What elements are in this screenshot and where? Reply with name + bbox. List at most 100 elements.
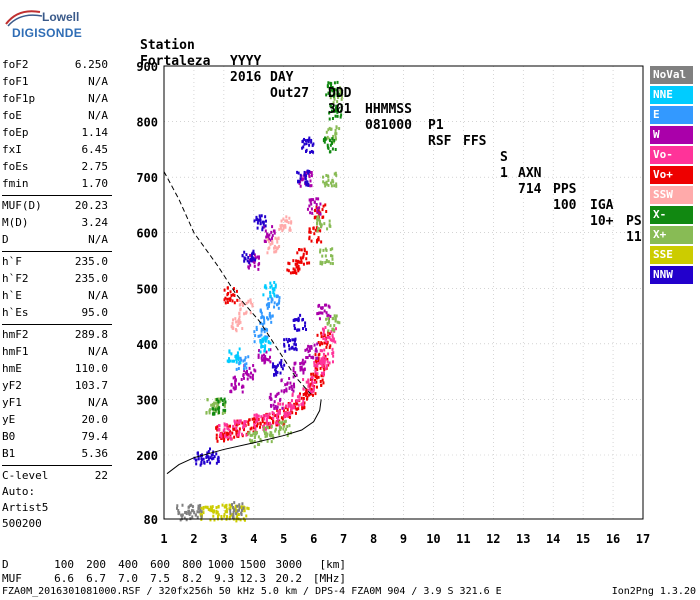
echo-point — [239, 303, 242, 307]
echo-point — [301, 358, 304, 362]
echo-point — [309, 150, 312, 154]
echo-point — [319, 222, 322, 226]
echo-point — [304, 177, 307, 181]
echo-point — [261, 354, 264, 358]
echo-point — [262, 328, 265, 332]
echo-point — [324, 354, 327, 358]
echo-point — [329, 143, 332, 147]
echo-point — [273, 406, 276, 410]
echo-point — [339, 86, 342, 90]
param-value: 1.14 — [81, 126, 109, 139]
echo-point — [265, 419, 268, 423]
echo-point — [235, 516, 238, 520]
header-val-axn: 714 — [518, 182, 542, 197]
echo-point — [237, 513, 240, 517]
echo-point — [325, 173, 328, 177]
header-row-2: Fortaleza 2016 Out27 301 081000 RSF 1 71… — [140, 38, 642, 262]
echo-point — [256, 221, 259, 225]
echo-point — [298, 180, 301, 184]
echo-point — [296, 318, 299, 322]
echo-point — [249, 433, 252, 437]
echo-point — [263, 330, 266, 334]
echo-point — [245, 371, 248, 375]
echo-point — [280, 421, 283, 425]
echo-point — [270, 440, 273, 444]
echo-point — [331, 262, 334, 266]
echo-point — [328, 305, 331, 309]
echo-point — [229, 511, 232, 515]
echo-point — [230, 389, 233, 393]
echo-point — [262, 353, 265, 357]
echo-point — [330, 140, 333, 144]
logo-line-1: Lowell — [42, 10, 80, 24]
echo-point — [250, 301, 253, 305]
echo-point — [316, 206, 319, 210]
header-col-ps: PS — [626, 214, 642, 229]
echo-point — [311, 378, 314, 382]
echo-point — [254, 369, 257, 373]
echo-point — [212, 456, 215, 460]
echo-point — [264, 215, 267, 219]
y-tick-label: 300 — [136, 393, 158, 407]
echo-point — [314, 349, 317, 353]
echo-point — [248, 418, 251, 422]
echo-point — [325, 182, 328, 186]
echo-point — [334, 128, 337, 132]
echo-point — [197, 504, 200, 508]
echo-point — [257, 334, 260, 338]
echo-point — [213, 401, 216, 405]
header-val-iga: 10+ — [590, 214, 614, 229]
echo-point — [185, 510, 188, 514]
echo-point — [333, 324, 336, 328]
echo-point — [243, 509, 246, 513]
echo-point — [229, 432, 232, 436]
echo-point — [333, 172, 336, 176]
echo-point — [278, 227, 281, 231]
echo-point — [324, 254, 327, 258]
echo-point — [328, 138, 331, 142]
echo-point — [319, 248, 322, 252]
echo-point — [244, 356, 247, 360]
echo-point — [263, 361, 266, 365]
echo-point — [236, 298, 239, 302]
echo-point — [310, 140, 313, 144]
echo-point — [288, 226, 291, 230]
echo-point — [247, 373, 250, 377]
echo-point — [282, 409, 285, 413]
echo-point — [288, 216, 291, 220]
echo-point — [270, 434, 273, 438]
echo-point — [263, 431, 266, 435]
echo-point — [291, 345, 294, 349]
echo-point — [235, 512, 238, 516]
echo-point — [209, 461, 212, 465]
echo-point — [302, 252, 305, 256]
echo-point — [333, 314, 336, 318]
echo-point — [300, 258, 303, 262]
echo-point — [300, 365, 303, 369]
echo-point — [324, 356, 327, 360]
param-value: 235.0 — [74, 272, 108, 285]
echo-point — [240, 505, 243, 509]
echo-point — [228, 503, 231, 507]
echo-point — [207, 450, 210, 454]
header-val-day: Out27 — [270, 86, 310, 101]
echo-point — [253, 421, 256, 425]
echo-point — [233, 287, 236, 291]
echo-point — [337, 95, 340, 99]
echo-point — [330, 338, 333, 342]
echo-point — [210, 453, 213, 457]
param-row: B1 5.36 — [2, 447, 108, 463]
echo-point — [296, 328, 299, 332]
echo-point — [199, 508, 202, 512]
echo-point — [288, 347, 291, 351]
echo-point — [320, 225, 323, 229]
param-key: yF1 — [2, 396, 22, 409]
echo-point — [256, 416, 259, 420]
echo-point — [307, 344, 310, 348]
echo-point — [200, 510, 203, 514]
echo-point — [322, 371, 325, 375]
echo-point — [236, 433, 239, 437]
echo-point — [220, 435, 223, 439]
echo-point — [330, 84, 333, 88]
echo-point — [232, 506, 235, 510]
